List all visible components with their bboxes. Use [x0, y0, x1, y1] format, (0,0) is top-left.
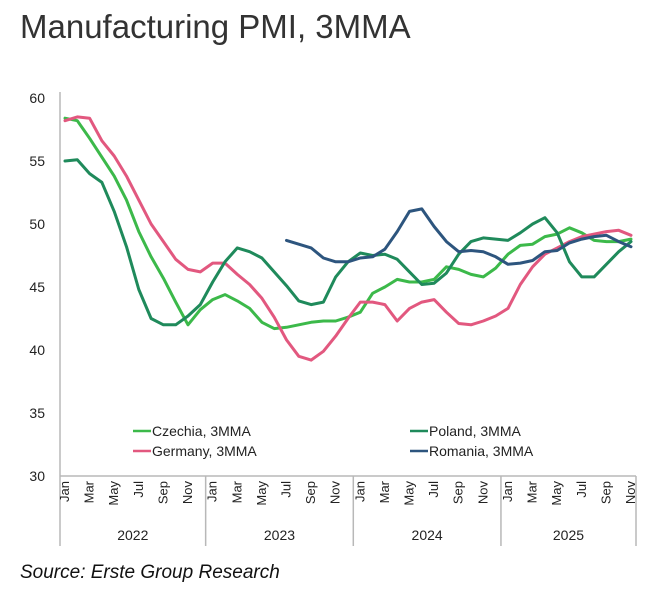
x-tick-label: Jan [57, 481, 72, 502]
year-label: 2024 [412, 527, 443, 543]
legend-label-germany: Germany, 3MMA [152, 443, 257, 459]
y-tick-label: 60 [29, 90, 45, 106]
y-tick-label: 45 [29, 279, 45, 295]
y-axis: 30 35 40 45 50 55 60 [29, 90, 61, 484]
x-axis: 2022 2023 2024 2025 Jan Mar May Jul Sep Nov Jan Mar… [57, 475, 638, 546]
x-tick-label: Jul [278, 481, 293, 498]
x-tick-label: May [549, 481, 564, 506]
legend: Czechia, 3MMA Germany, 3MMA Poland, 3MMA Ro… [133, 423, 534, 459]
x-tick-label: Sep [598, 481, 613, 504]
x-tick-label: Jul [131, 481, 146, 498]
x-tick-label: Jan [500, 481, 515, 502]
legend-label-czechia: Czechia, 3MMA [152, 423, 251, 439]
year-label: 2022 [117, 527, 148, 543]
year-label: 2023 [264, 527, 295, 543]
chart-title: Manufacturing PMI, 3MMA [20, 8, 411, 45]
series-line-romania [285, 207, 633, 266]
series-line-germany [63, 115, 633, 362]
y-tick-label: 40 [29, 342, 45, 358]
legend-label-poland: Poland, 3MMA [429, 423, 521, 439]
y-tick-label: 30 [29, 468, 45, 484]
x-tick-label: Jul [426, 481, 441, 498]
legend-label-romania: Romania, 3MMA [429, 443, 534, 459]
y-tick-label: 55 [29, 153, 45, 169]
x-tick-label: Jan [205, 481, 220, 502]
x-tick-label: May [106, 481, 121, 506]
x-tick-label: May [254, 481, 269, 506]
x-tick-label: Nov [475, 481, 490, 505]
x-tick-label: Mar [377, 480, 392, 503]
x-tick-label: Mar [229, 480, 244, 503]
series-line-poland [63, 158, 633, 327]
x-tick-label: Nov [623, 481, 638, 505]
x-tick-label: Sep [451, 481, 466, 504]
series-lines [63, 115, 633, 362]
year-label: 2025 [553, 527, 584, 543]
x-tick-label: Sep [303, 481, 318, 504]
y-tick-label: 50 [29, 216, 45, 232]
x-tick-label: Nov [180, 481, 195, 505]
source-note: Source: Erste Group Research [20, 562, 280, 583]
x-tick-label: Jul [574, 481, 589, 498]
x-tick-label: Nov [328, 481, 343, 505]
x-tick-label: Mar [82, 480, 97, 503]
y-tick-label: 35 [29, 405, 45, 421]
x-tick-label: Jan [352, 481, 367, 502]
x-tick-label: Mar [525, 480, 540, 503]
x-tick-label: May [402, 481, 417, 506]
x-tick-label: Sep [155, 481, 170, 504]
